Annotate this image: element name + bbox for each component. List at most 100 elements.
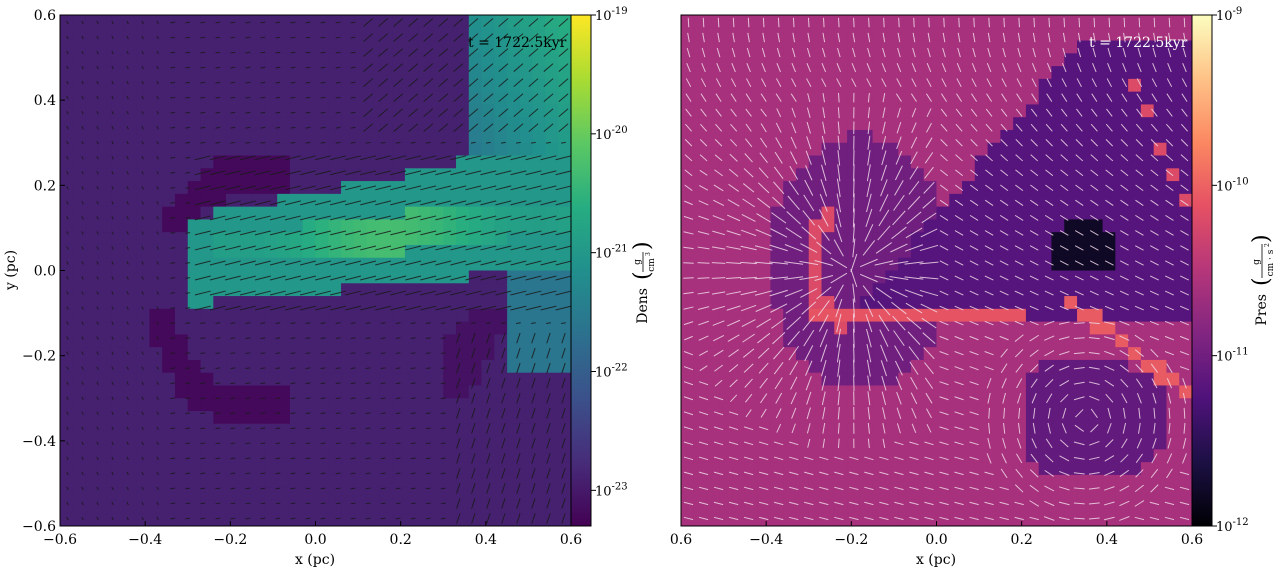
heatmap-cell (468, 411, 483, 425)
heatmap-cell (706, 500, 720, 514)
heatmap-cell (341, 474, 355, 489)
heatmap-cell (251, 398, 265, 412)
velocity-arrow (420, 305, 437, 311)
heatmap-cell (1064, 500, 1078, 514)
heatmap-cell (60, 321, 74, 335)
heatmap-cell (111, 462, 125, 476)
velocity-arrow (882, 47, 886, 58)
heatmap-cell (328, 142, 342, 157)
heatmap-cell (545, 142, 559, 157)
heatmap-cell (443, 181, 457, 195)
heatmap-cell (123, 78, 138, 93)
heatmap-cell (379, 15, 393, 29)
heatmap-cell (162, 449, 176, 463)
velocity-arrow (513, 123, 524, 133)
heatmap-cell (898, 462, 912, 476)
velocity-arrow (141, 486, 144, 491)
velocity-arrow (378, 63, 389, 72)
heatmap-cell (719, 193, 733, 208)
heatmap-cell (111, 117, 125, 131)
velocity-arrow (480, 305, 497, 311)
heatmap-cell (123, 270, 138, 284)
heatmap-cell (341, 411, 355, 425)
velocity-arrow (685, 93, 692, 102)
heatmap-cell (1051, 53, 1065, 67)
velocity-arrow (320, 96, 326, 99)
heatmap-cell (404, 372, 419, 387)
heatmap-cell (136, 244, 151, 259)
velocity-arrow (789, 471, 799, 476)
heatmap-cell (507, 513, 521, 526)
heatmap-cell (213, 296, 227, 310)
heatmap-cell (85, 27, 99, 42)
heatmap-cell (1025, 423, 1040, 438)
velocity-arrow (729, 153, 738, 162)
heatmap-cell (277, 411, 291, 425)
heatmap-cell (719, 91, 733, 106)
heatmap-cell (366, 436, 380, 450)
velocity-arrow (727, 199, 740, 207)
velocity-arrow (852, 193, 855, 213)
velocity-arrow (543, 18, 554, 27)
heatmap-cell (200, 283, 214, 297)
velocity-arrow (141, 366, 144, 370)
heatmap-cell (1179, 500, 1192, 514)
heatmap-cell (481, 283, 495, 297)
heatmap-cell (910, 193, 925, 208)
velocity-arrow (683, 291, 694, 295)
heatmap-cell (732, 398, 746, 412)
heatmap-cell (949, 385, 963, 399)
heatmap-cell (123, 449, 138, 463)
heatmap-cell (987, 53, 1001, 67)
heatmap-cell (949, 423, 963, 438)
heatmap-cell (187, 449, 202, 463)
colorbar-tick-label: 10-21 (595, 244, 628, 262)
heatmap-cell (251, 53, 265, 67)
velocity-arrow (440, 382, 446, 385)
heatmap-cell (213, 487, 227, 502)
heatmap-cell (974, 385, 989, 399)
heatmap-cell (136, 181, 151, 195)
velocity-arrow (215, 472, 221, 475)
heatmap-cell (60, 78, 74, 93)
heatmap-cell (456, 462, 470, 476)
velocity-arrow (772, 331, 786, 345)
heatmap-cell (72, 487, 87, 502)
heatmap-cell (834, 385, 848, 399)
velocity-arrow (881, 78, 887, 88)
heatmap-cell (379, 385, 393, 399)
heatmap-cell (174, 423, 189, 438)
heatmap-cell (693, 347, 708, 361)
heatmap-cell (719, 15, 733, 29)
heatmap-cell (264, 53, 278, 67)
heatmap-cell (60, 474, 74, 489)
velocity-arrow (194, 215, 211, 221)
heatmap-cell (289, 206, 304, 220)
heatmap-cell (174, 181, 189, 195)
velocity-arrow (96, 231, 99, 235)
heatmap-cell (1038, 257, 1053, 272)
heatmap-cell (341, 168, 355, 182)
velocity-arrow (851, 63, 857, 73)
heatmap-cell (1077, 372, 1091, 387)
velocity-arrow (425, 442, 431, 445)
heatmap-cell (1038, 283, 1053, 297)
heatmap-cell (1000, 296, 1014, 310)
velocity-arrow (924, 516, 934, 521)
heatmap-cell (72, 513, 87, 526)
velocity-arrow (456, 392, 461, 404)
heatmap-cell (443, 436, 457, 450)
heatmap-cell (200, 219, 214, 233)
heatmap-cell (392, 193, 406, 208)
heatmap-cell (532, 423, 547, 438)
velocity-arrow (345, 230, 362, 236)
heatmap-cell (353, 40, 368, 54)
heatmap-cell (315, 270, 329, 284)
heatmap-cell (545, 66, 559, 80)
velocity-arrow (743, 516, 754, 521)
velocity-arrow (561, 407, 566, 419)
velocity-arrow (200, 337, 206, 339)
velocity-arrow (453, 93, 464, 103)
heatmap-cell (149, 117, 163, 131)
velocity-arrow (185, 292, 191, 294)
